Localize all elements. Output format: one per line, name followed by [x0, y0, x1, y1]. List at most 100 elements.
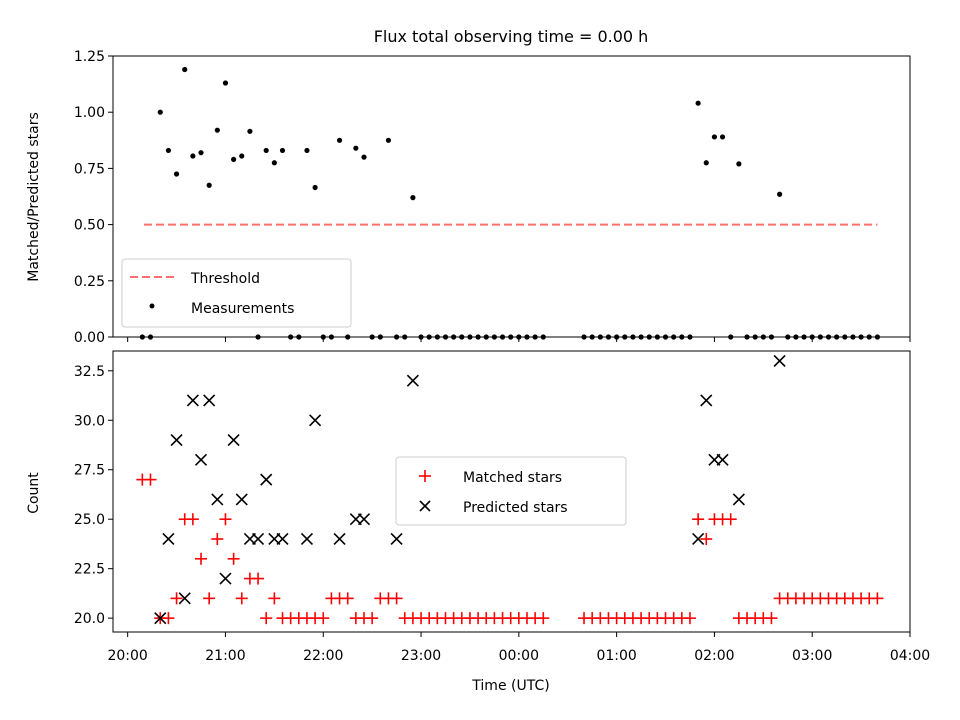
predicted-star-point [162, 532, 175, 546]
predicted-star-point [357, 513, 371, 526]
bottom-x-tick-label: 00:00 [499, 648, 539, 664]
bottom-y-tick-label: 20.0 [74, 611, 105, 627]
top-y-axis-label: Matched/Predicted stars [26, 112, 42, 282]
measurement-point [222, 80, 229, 86]
bottom-x-tick-label: 21:00 [205, 648, 245, 664]
measurement-point [279, 147, 286, 154]
predicted-star-point [732, 493, 745, 506]
predicted-star-point [773, 354, 786, 367]
top-x-axis [127, 337, 911, 342]
top-y-tick-label: 0.50 [74, 218, 105, 234]
predicted-star-point [406, 374, 419, 387]
measurement-point [182, 66, 188, 73]
measurement-point [711, 134, 718, 140]
bottom-x-tick-label: 20:00 [107, 648, 147, 664]
matched-star-point [317, 612, 330, 625]
measurement-point [173, 171, 180, 177]
measurement-point [239, 153, 245, 159]
matched-star-point [341, 592, 354, 605]
measurement-point [263, 147, 269, 154]
bottom-panel: 20.0 22.5 25.0 27.5 30.0 32.5 20:00 21:00 22:00… [26, 350, 930, 694]
x-axis-label: Time (UTC) [471, 678, 549, 694]
measurement-point [703, 160, 709, 166]
bottom-y-tick-label: 27.5 [74, 463, 105, 479]
matched-star-point [692, 513, 705, 526]
top-panel: 0.00 0.25 0.50 0.75 1.00 1.25 Matched/Predict… [26, 49, 911, 346]
measurement-point [304, 147, 310, 154]
matched-star-point [144, 473, 157, 486]
predicted-star-point [692, 532, 705, 546]
measurement-point [157, 109, 163, 115]
bottom-x-tick-label: 23:00 [401, 648, 441, 664]
matched-star-point [195, 552, 208, 565]
matched-star-point [170, 592, 183, 605]
measurement-point [736, 161, 742, 167]
bottom-legend: Matched stars Predicted stars [395, 456, 627, 526]
top-y-tick-label: 0.25 [74, 274, 105, 290]
predicted-star-point [716, 453, 729, 466]
measurement-point [231, 156, 237, 163]
predicted-star-point [390, 532, 403, 546]
matched-star-point [700, 532, 713, 545]
measurement-point [198, 150, 204, 156]
matched-star-point [260, 612, 273, 625]
predicted-star-point [211, 493, 224, 506]
matched-star-point [366, 612, 379, 625]
legend-measurements-label: Measurements [191, 301, 294, 317]
legend-matched-swatch [419, 470, 431, 482]
legend-matched-label: Matched stars [463, 470, 562, 486]
bottom-axes-frame [112, 350, 911, 633]
top-y-tick-label: 1.00 [74, 105, 105, 121]
matched-star-point [227, 552, 240, 565]
measurement-point [410, 195, 416, 201]
top-axes-frame [112, 55, 911, 338]
measurement-point [385, 137, 392, 143]
predicted-star-point [194, 453, 208, 466]
predicted-star-point [170, 433, 183, 447]
bottom-x-tick-label: 02:00 [694, 648, 734, 664]
measurement-point [361, 154, 367, 160]
bottom-y-tick-label: 22.5 [74, 562, 105, 578]
measurement-point [695, 100, 701, 106]
measurement-point [312, 184, 318, 191]
predicted-star-point [276, 532, 289, 546]
top-legend-box [121, 258, 352, 328]
predicted-star-point [203, 394, 216, 407]
predicted-star-point [300, 532, 314, 546]
legend-predicted-label: Predicted stars [463, 500, 568, 516]
bottom-y-tick-label: 30.0 [74, 413, 105, 429]
matched-star-point [765, 612, 778, 625]
matched-star-point [390, 592, 403, 605]
predicted-star-point [260, 473, 273, 486]
chart-title: Flux total observing time = 0.00 h [374, 27, 649, 46]
matched-star-point [871, 592, 884, 605]
count-plot-area [136, 354, 884, 625]
top-y-tick-label: 0.75 [74, 161, 105, 177]
predicted-star-point [178, 592, 191, 605]
measurement-point [777, 191, 783, 197]
bottom-x-tick-label: 01:00 [596, 648, 636, 664]
matched-star-point [724, 513, 737, 526]
bottom-x-tick-label: 04:00 [890, 648, 930, 664]
matched-star-point [211, 532, 224, 545]
matched-star-point [268, 592, 281, 605]
predicted-star-point [235, 493, 248, 506]
predicted-star-point [251, 532, 265, 546]
top-legend: Threshold Measurements [121, 258, 352, 328]
legend-threshold-label: Threshold [190, 271, 260, 287]
measurement-point [206, 182, 212, 188]
matched-star-point [235, 592, 248, 605]
predicted-star-point [309, 414, 322, 427]
measurement-point [353, 145, 359, 151]
measurement-point [214, 127, 220, 133]
matched-star-point [683, 612, 696, 625]
bottom-x-axis: 20:00 21:00 22:00 23:00 00:00 01:00 02:00 03:00… [107, 632, 930, 664]
top-y-tick-label: 1.25 [74, 49, 105, 65]
predicted-star-point [186, 394, 199, 407]
bottom-x-tick-label: 03:00 [792, 648, 832, 664]
top-y-tick-label: 0.00 [74, 330, 105, 346]
predicted-star-point [227, 433, 240, 447]
matched-star-point [203, 592, 216, 605]
bottom-y-axis-label: Count [26, 472, 42, 514]
